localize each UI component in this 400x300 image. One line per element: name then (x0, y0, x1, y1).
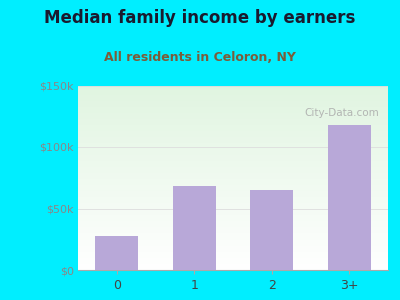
Bar (328, 125, 370, 270)
Bar (173, 186, 216, 270)
Bar (250, 190, 293, 270)
Text: City-Data.com: City-Data.com (304, 108, 379, 118)
Bar (96, 236, 138, 270)
Text: Median family income by earners: Median family income by earners (44, 9, 356, 27)
Text: All residents in Celoron, NY: All residents in Celoron, NY (104, 51, 296, 64)
